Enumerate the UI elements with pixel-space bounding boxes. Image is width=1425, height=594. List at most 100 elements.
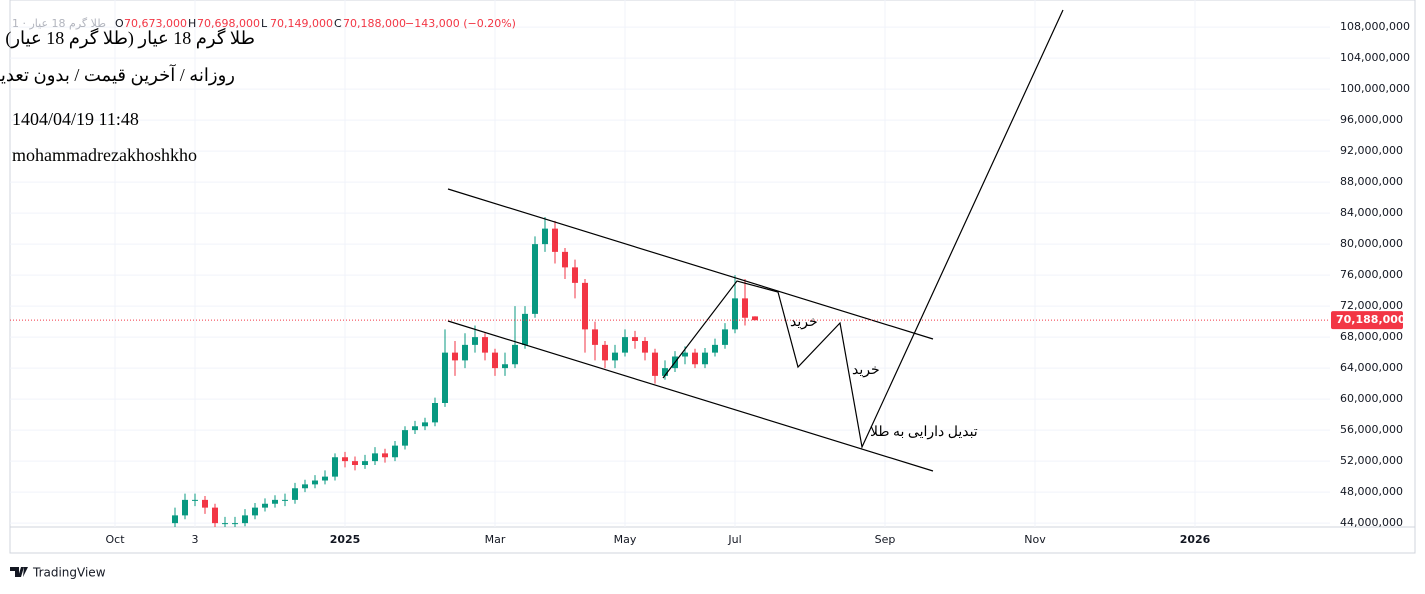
candle-body [742,298,748,318]
x-tick-label: Jul [727,533,741,546]
candle-body [462,344,468,361]
x-tick-label: May [614,533,637,546]
projection-path [662,9,1064,449]
y-tick-label: 92,000,000 [1340,144,1403,157]
change: −143,000 (−0.20%) [405,17,516,30]
x-tick-label: 3 [192,533,199,546]
y-tick-label: 68,000,000 [1340,330,1403,343]
candle-body [662,368,668,376]
candle-body [242,515,248,524]
y-tick-label: 72,000,000 [1340,299,1403,312]
legend-header: طلا گرم 18 عیار · 1 O 70,673,000 H 70,698,0… [12,17,516,30]
candle-body [722,329,728,345]
candle-body [202,499,208,508]
ohlc-value: 70,673,000 [124,17,187,30]
channel-lower [447,320,934,472]
candle-body [702,352,708,365]
candle-body [692,352,698,365]
subtitle: روزانه / آخرین قیمت / بدون تعدیل [0,64,235,86]
channel-upper [447,188,934,340]
candle-body [422,422,428,427]
x-tick-label: Nov [1024,533,1046,546]
candle-body [502,364,508,369]
ohlc-key: O [115,17,124,30]
last-price-tag [1331,311,1403,330]
ohlc-value: 70,698,000 [197,17,260,30]
candle-body [712,344,718,353]
annotation: تبدیل دارایی به طلا [870,425,978,440]
y-tick-label: 76,000,000 [1340,268,1403,281]
candle-body [652,352,658,376]
y-tick-label: 52,000,000 [1340,454,1403,467]
candle-body [592,329,598,345]
ohlc-value: 70,149,000 [270,17,333,30]
candle-body [632,337,638,341]
y-tick-label: 84,000,000 [1340,206,1403,219]
candle-body [512,344,518,365]
candle-body [442,352,448,403]
candles [172,217,758,527]
ohlc-key: H [188,17,196,30]
y-tick-label: 100,000,000 [1340,82,1410,95]
candle-body [562,251,568,268]
candle-body [392,445,398,458]
candle-body [212,507,218,524]
candle-body [302,484,308,489]
y-tick-label: 48,000,000 [1340,485,1403,498]
ohlc-key: C [334,17,342,30]
y-tick-label: 80,000,000 [1340,237,1403,250]
grid [10,0,1330,527]
candle-body [182,499,188,516]
candle-body [192,499,198,501]
candle-body [522,313,528,345]
candle-body [552,228,558,252]
x-tick-label: Mar [485,533,506,546]
date: 1404/04/19 11:48 [12,109,139,129]
y-tick-label: 56,000,000 [1340,423,1403,436]
candle-body [382,453,388,458]
candle-body [222,523,228,525]
candle-body [532,244,538,314]
candle-body [472,337,478,345]
ohlc-value: 70,188,000 [343,17,406,30]
symbol: طلا گرم 18 عیار · 1 [12,17,106,30]
candle-body [292,488,298,500]
y-tick-label: 108,000,000 [1340,20,1410,33]
annotation: خرید [790,315,818,330]
title: طلا گرم 18 عیار (طلا گرم 18 عیار) [5,27,255,49]
brand: TradingView [10,566,106,580]
last-price-label: 70,188,000 [1336,313,1406,326]
candle-body [482,337,488,353]
y-tick-label: 96,000,000 [1340,113,1403,126]
chart-frame [9,0,1416,554]
candle-body [642,341,648,353]
author: mohammadrezakhoshkho [12,145,197,165]
candle-body [332,457,338,477]
candle-body [312,480,318,485]
candle-body [372,453,378,462]
candle-body [282,499,288,501]
candle-body [352,461,358,465]
candle-body [262,503,268,508]
ohlc-key: L [261,17,268,30]
y-tick-label: 104,000,000 [1340,51,1410,64]
y-tick-label: 44,000,000 [1340,516,1403,529]
y-tick-label: 88,000,000 [1340,175,1403,188]
candle-body [612,352,618,361]
y-tick-label: 64,000,000 [1340,361,1403,374]
x-tick-label: 2026 [1180,533,1211,546]
candle-body [402,430,408,446]
candle-body [682,352,688,357]
candle-body [172,515,178,524]
candle-body [602,344,608,361]
brand-logo [10,567,28,577]
candle-body [452,352,458,361]
candle-body [622,337,628,353]
candle-body [752,316,758,321]
candle-body [732,298,738,330]
brand-name: TradingView [32,566,106,580]
candle-body [572,267,578,283]
candle-body [252,507,258,516]
y-tick-label: 60,000,000 [1340,392,1403,405]
